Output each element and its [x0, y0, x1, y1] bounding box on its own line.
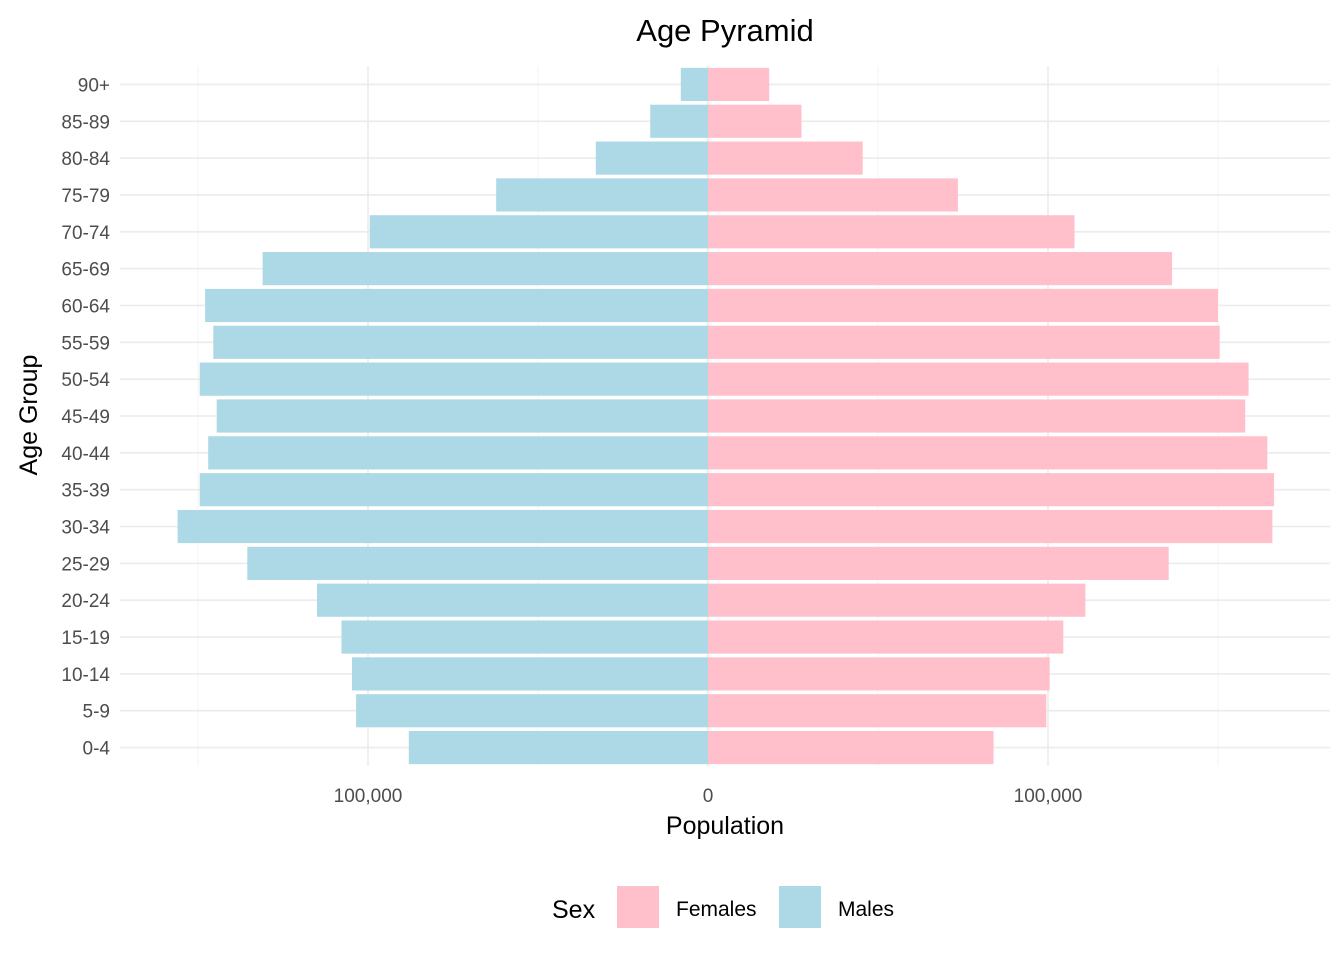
y-tick-label: 35-39	[61, 481, 110, 502]
y-tick-label: 65-69	[61, 260, 110, 281]
bar-females-70-74	[708, 215, 1075, 249]
bar-males-5-9	[356, 694, 708, 728]
bar-males-90plus	[680, 67, 708, 101]
y-tick-label: 80-84	[61, 149, 110, 170]
legend-title: Sex	[552, 896, 596, 924]
bar-males-60-64	[205, 288, 708, 323]
y-tick-label: 25-29	[61, 554, 110, 575]
y-axis-title: Age Group	[15, 355, 43, 476]
y-tick-label: 45-49	[61, 407, 110, 428]
bar-males-65-69	[262, 252, 708, 286]
y-tick-label: 55-59	[61, 333, 110, 354]
y-tick-label: 85-89	[61, 112, 110, 133]
y-tick-label: 20-24	[61, 591, 110, 612]
bar-males-30-34	[177, 509, 709, 544]
y-tick-label: 15-19	[61, 628, 110, 649]
bars-layer	[177, 67, 1275, 765]
legend-label-females: Females	[676, 898, 757, 921]
chart-title: Age Pyramid	[636, 13, 813, 48]
y-tick-label: 5-9	[83, 702, 110, 723]
bar-males-80-84	[595, 141, 708, 175]
bar-females-25-29	[708, 546, 1169, 580]
bar-females-90plus	[708, 67, 770, 101]
bar-males-25-29	[247, 546, 709, 580]
bar-females-75-79	[708, 178, 958, 212]
legend-swatch-males	[779, 886, 821, 928]
bar-females-40-44	[708, 436, 1268, 470]
y-tick-label: 70-74	[61, 223, 110, 244]
y-tick-label: 30-34	[61, 518, 110, 539]
bar-females-0-4	[708, 731, 994, 765]
bar-females-5-9	[708, 694, 1047, 728]
bar-females-60-64	[708, 288, 1218, 323]
bar-females-35-39	[708, 473, 1275, 507]
bar-males-15-19	[341, 620, 708, 654]
bar-females-10-14	[708, 657, 1050, 691]
bar-males-75-79	[496, 178, 708, 212]
bar-males-0-4	[408, 731, 708, 765]
bar-females-45-49	[708, 399, 1246, 433]
bar-males-20-24	[317, 583, 708, 617]
bar-females-80-84	[708, 141, 863, 175]
legend-swatch-females	[617, 886, 659, 928]
legend-label-males: Males	[838, 898, 894, 921]
bar-males-35-39	[199, 473, 708, 507]
bar-females-55-59	[708, 325, 1220, 359]
y-tick-labels: 0-4 5-9 10-14 15-19 20-24 25-29 30-34 35-39 40-4…	[61, 75, 110, 759]
y-tick-label: 75-79	[61, 186, 110, 207]
y-tick-label: 40-44	[61, 444, 110, 465]
bar-males-40-44	[208, 436, 708, 470]
bar-males-45-49	[216, 399, 708, 433]
bar-males-85-89	[650, 104, 708, 138]
y-tick-label: 60-64	[61, 296, 110, 317]
bar-males-55-59	[213, 325, 709, 359]
bar-females-20-24	[708, 583, 1086, 617]
y-tick-label: 0-4	[83, 739, 111, 760]
y-tick-label: 90+	[78, 75, 110, 96]
bar-males-50-54	[199, 362, 708, 396]
x-axis-title: Population	[666, 812, 784, 840]
x-tick-labels: 100,000 0 100,000	[334, 786, 1083, 807]
x-tick-label: 0	[703, 786, 714, 807]
bar-males-70-74	[369, 215, 708, 249]
bar-females-65-69	[708, 252, 1173, 286]
bar-females-50-54	[708, 362, 1249, 396]
y-tick-label: 50-54	[61, 370, 110, 391]
x-tick-label: 100,000	[334, 786, 403, 807]
bar-females-30-34	[708, 509, 1273, 544]
bar-females-85-89	[708, 104, 802, 138]
y-tick-label: 10-14	[61, 665, 110, 686]
legend: Sex Females Males	[552, 886, 894, 928]
x-tick-label: 100,000	[1014, 786, 1083, 807]
bar-males-10-14	[352, 657, 708, 691]
bar-females-15-19	[708, 620, 1064, 654]
